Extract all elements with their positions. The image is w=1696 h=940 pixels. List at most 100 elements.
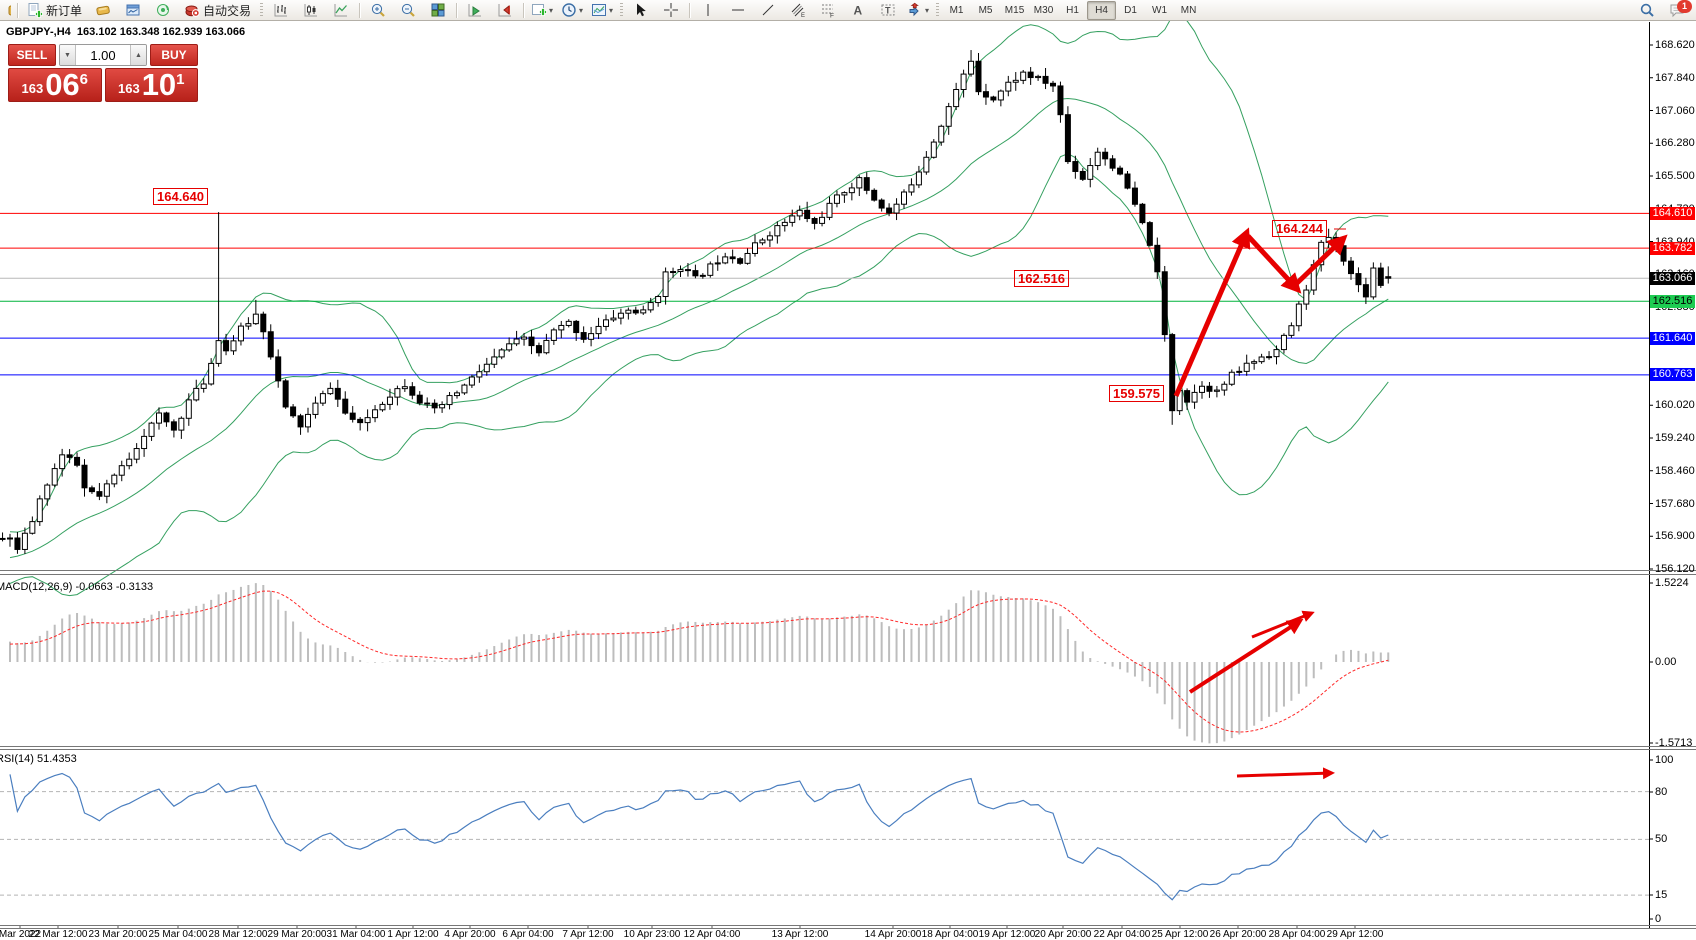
horizontal-line-tool-button[interactable] [724,0,752,21]
buy-button[interactable]: BUY [150,44,198,66]
search-icon [1640,3,1654,17]
clipped-toolbar-icon[interactable] [1,0,13,21]
toolbar-grip[interactable] [620,2,624,18]
vertical-line-tool-button[interactable] [694,0,722,21]
fibonacci-icon: F [822,4,834,19]
search-button[interactable] [1633,0,1661,21]
equidistant-channel-icon: E [791,3,805,18]
cursor-tool-button[interactable] [627,0,655,21]
chart-shift-icon [498,4,512,17]
auto-trading-label: 自动交易 [203,3,252,18]
price-annotation-label[interactable]: 164.244 [1272,220,1327,237]
svg-text:F: F [830,13,834,19]
line-chart-icon [334,4,348,17]
ask-prefix: 163 [117,81,140,96]
toolbar-separator [689,2,691,18]
main-chart-layer [0,15,1653,929]
new-order-label: 新订单 [46,3,83,18]
tile-windows-button[interactable] [424,0,452,21]
horizontal-line-icon [732,9,745,11]
templates-button[interactable]: ▾ [588,0,616,21]
rsi-indicator-label: RSI(14) 51.4353 [0,753,77,765]
notification-badge: 1 [1677,0,1692,13]
panel-splitter[interactable] [0,749,1696,750]
clock-icon [562,3,576,17]
timeframe-button-H4[interactable]: H4 [1087,1,1117,20]
timeframe-button-W1[interactable]: W1 [1152,5,1168,16]
dropdown-arrow-icon: ▾ [579,5,584,15]
time-axis-border [0,925,1696,926]
volume-decrease-button[interactable]: ▼ [60,45,76,65]
auto-trading-button[interactable]: 自动交易 [179,0,256,21]
panel-splitter[interactable] [0,570,1696,571]
macd-indicator-label: MACD(12,26,9) -0.0663 -0.3133 [0,581,154,593]
new-order-icon [28,3,43,18]
price-annotation-label[interactable]: 164.640 [153,188,208,205]
timeframe-button-M30[interactable]: M30 [1033,5,1054,16]
volume-increase-button[interactable]: ▲ [130,45,146,65]
dropdown-arrow-icon: ▾ [925,5,930,15]
panel-splitter[interactable] [0,574,1696,575]
time-axis-border [0,928,1696,929]
annotation-arrows-layer[interactable] [1173,227,1348,780]
timeframe-button-M15[interactable]: M15 [1004,5,1025,16]
auto-trading-icon [185,5,200,17]
navigator-icon [157,4,170,16]
dropdown-arrow-icon: ▾ [609,5,614,15]
auto-scroll-button[interactable] [461,0,489,21]
new-order-button[interactable]: 新订单 [22,0,87,21]
timeframe-button-H1[interactable]: H1 [1066,5,1079,16]
auto-scroll-icon [468,4,482,17]
svg-text:E: E [801,13,805,18]
zoom-in-button[interactable] [364,0,392,21]
cursor-icon [637,3,646,17]
candlestick-mode-button[interactable] [297,0,325,21]
chart-shift-button[interactable] [491,0,519,21]
panel-splitter[interactable] [0,746,1696,747]
toolbar-separator [17,2,18,18]
bid-pip-digit: 6 [79,71,89,88]
timeframe-button-M5[interactable]: M5 [978,5,993,16]
trendline-tool-button[interactable] [754,0,782,21]
new-chart-button[interactable]: ▾ [528,0,556,21]
buy-price-button[interactable]: 163 10 1 [104,68,198,102]
timeframe-button-M1[interactable]: M1 [949,5,964,16]
sell-price-button[interactable]: 163 06 6 [8,68,102,102]
fibonacci-tool-button[interactable]: F [814,0,842,21]
line-chart-mode-button[interactable] [327,0,355,21]
bar-chart-icon [274,4,288,17]
vertical-line-icon [707,4,709,16]
timeframe-button-MN[interactable]: MN [1180,5,1197,16]
toolbar-grip[interactable] [260,2,264,18]
market-watch-button[interactable] [89,0,117,21]
sell-button[interactable]: SELL [8,44,56,66]
zoom-out-button[interactable] [394,0,422,21]
crosshair-tool-button[interactable] [657,0,685,21]
bar-chart-mode-button[interactable] [267,0,295,21]
zoom-out-icon [401,3,415,17]
notifications-button[interactable]: 1 [1663,0,1692,21]
price-annotation-label[interactable]: 159.575 [1109,385,1164,402]
dropdown-arrow-icon: ▾ [549,5,554,15]
toolbar-grip[interactable] [936,2,940,18]
channel-tool-button[interactable]: E [784,0,812,21]
shapes-icon [909,2,919,17]
toolbar-separator [359,2,361,18]
data-window-button[interactable] [119,0,147,21]
text-tool-button[interactable]: A [844,0,872,21]
toolbar-separator [523,2,525,18]
chart-period-button[interactable]: ▾ [558,0,586,21]
arrows-tool-button[interactable]: ▾ [904,0,932,21]
template-icon [592,4,607,16]
text-icon: A [854,4,863,18]
navigator-button[interactable] [149,0,177,21]
toolbar: 新订单 自动交易 ▾ ▾ ▾ E F A T [0,0,1696,21]
data-window-icon [126,4,140,16]
price-annotation-label[interactable]: 162.516 [1014,270,1069,287]
timeframe-button-D1[interactable]: D1 [1124,5,1137,16]
text-label-tool-button[interactable]: T [874,0,902,21]
volume-input[interactable] [76,45,130,65]
